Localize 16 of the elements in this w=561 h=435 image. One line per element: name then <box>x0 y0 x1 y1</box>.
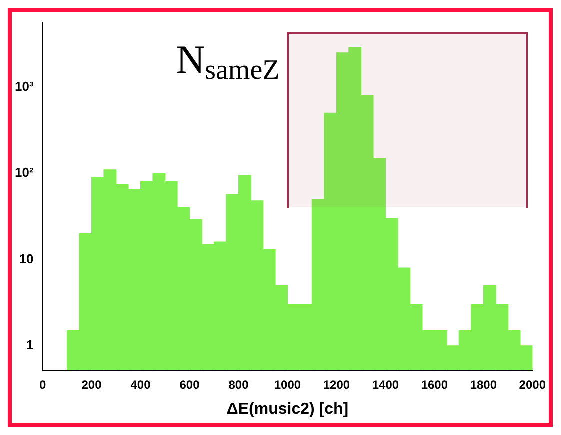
y-tick-label: 10 <box>19 251 34 266</box>
x-tick-label: 1000 <box>274 378 302 392</box>
x-tick-label: 1400 <box>372 378 400 392</box>
y-tick-label: 1 <box>26 337 34 352</box>
y-tick-label: 10² <box>14 165 34 180</box>
x-tick-label: 2000 <box>519 378 546 392</box>
x-tick-label: 600 <box>180 378 200 392</box>
x-tick-label: 1800 <box>470 378 498 392</box>
x-tick-label: 800 <box>228 378 250 392</box>
x-tick-label: 1200 <box>323 378 350 392</box>
x-tick-label: 0 <box>39 378 46 392</box>
x-tick-label: 200 <box>82 378 102 392</box>
x-tick-label: 400 <box>130 378 152 392</box>
x-axis-title: ΔE(music2) [ch] <box>226 400 349 418</box>
x-tick-label: 1600 <box>421 378 448 392</box>
y-tick-label: 10³ <box>14 78 34 94</box>
